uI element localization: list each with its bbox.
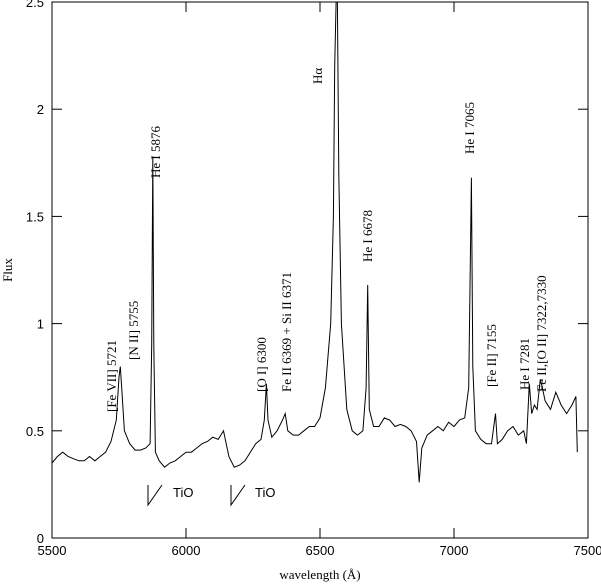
y-tick-label: 2 <box>37 102 44 117</box>
y-tick-label: 1.5 <box>26 209 44 224</box>
spectrum-line <box>51 1 578 483</box>
tio-marker <box>147 484 163 507</box>
annotation: Fe II,[O II] 7322,7330 <box>534 275 549 392</box>
annotation: He I 5876 <box>148 126 163 178</box>
y-tick-label: 0 <box>37 531 44 546</box>
annotation: Fe II 6369 + Si II 6371 <box>279 272 294 392</box>
annotation: [O I] 6300 <box>254 337 269 392</box>
x-tick-label: 6500 <box>306 543 335 558</box>
y-tick-label: 2.5 <box>26 0 44 10</box>
x-tick-label: 7500 <box>574 543 601 558</box>
y-tick-label: 1 <box>37 317 44 332</box>
annotation: TiO <box>173 485 193 500</box>
annotation: He I 7281 <box>517 338 532 390</box>
annotation: TiO <box>255 485 275 500</box>
annotation: He I 6678 <box>360 210 375 262</box>
x-tick-label: 6000 <box>172 543 201 558</box>
annotation: [Fe II] 7155 <box>484 324 499 387</box>
x-tick-label: 7000 <box>440 543 469 558</box>
annotation: [N II] 5755 <box>126 301 141 360</box>
x-tick-label: 5500 <box>38 543 67 558</box>
x-axis-label: wavelength (Å) <box>279 567 360 582</box>
annotation: He I 7065 <box>462 102 477 154</box>
annotation: [Fe VII] 5721 <box>104 340 119 412</box>
tio-marker <box>230 484 246 507</box>
annotation: Hα <box>310 68 325 84</box>
y-tick-label: 0.5 <box>26 424 44 439</box>
y-axis-label: Flux <box>0 258 15 282</box>
